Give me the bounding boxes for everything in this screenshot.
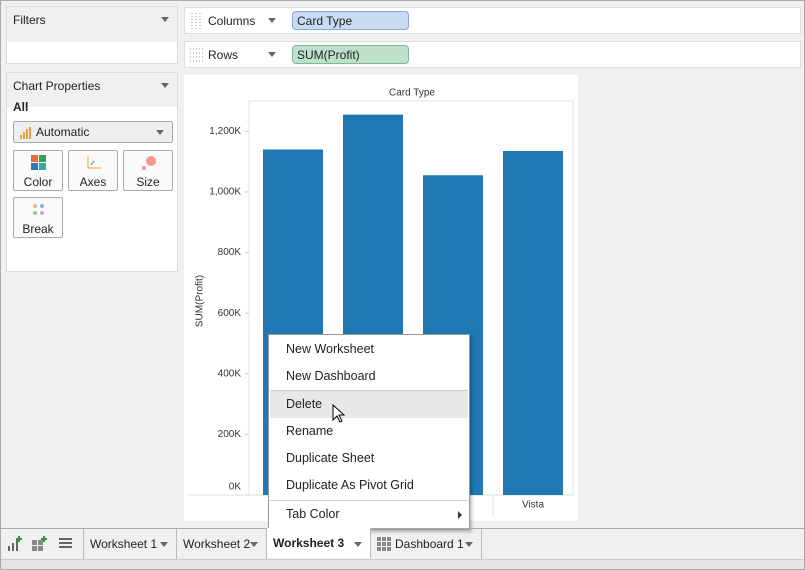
scope-label: All [13,100,29,114]
x-tick-label: Vista [522,500,544,511]
menu-item[interactable]: Tab Color [270,501,468,528]
color-icon [31,155,46,170]
color-button[interactable]: Color [13,150,63,191]
menu-separator [270,500,468,501]
menu-item[interactable]: New Dashboard [286,369,376,383]
tab-label: Worksheet 2 [183,537,251,551]
columns-label: Columns [208,14,256,28]
y-axis-title: SUM(Profit) [195,275,206,327]
break-button[interactable]: Break [13,197,63,238]
mark-icon [20,127,31,139]
y-tick-label: 400K [218,368,242,379]
y-tick-label: 1,000K [209,187,241,198]
y-tick-label: 1,200K [209,126,241,137]
filters-header: Filters [7,7,177,42]
tab[interactable]: Worksheet 2 [177,529,267,559]
axes-button[interactable]: Axes [68,150,118,191]
rows-icon [190,48,204,62]
button-label: Axes [79,175,107,189]
menu-item[interactable]: Duplicate Sheet [286,451,375,465]
menu-item[interactable]: New Worksheet [286,342,374,356]
button-label: Break [22,222,54,236]
tab-label: Dashboard 1 [395,537,464,551]
rows-label: Rows [208,48,239,62]
columns-shelf: Columns Card Type [184,7,801,34]
bar [503,151,563,495]
dashboard-icon [377,537,391,551]
mark-type-label: Automatic [36,125,90,139]
y-tick-label: 600K [218,308,242,319]
context-menu: New Worksheet New Dashboard Delete Renam… [268,334,470,530]
y-tick-label: 0K [229,482,242,493]
filters-title: Filters [13,13,46,27]
button-label: Color [23,175,53,189]
tab-label: Worksheet 1 [90,537,158,551]
size-icon [142,156,156,170]
tab-active[interactable]: Worksheet 3 [267,528,371,558]
status-bar [1,559,804,569]
columns-pill[interactable]: Card Type [292,11,409,30]
axes-icon [87,156,101,169]
y-tick-label: 800K [218,247,242,258]
menu-item-hovered[interactable]: Delete [270,391,468,418]
submenu-arrow [458,511,462,519]
size-button[interactable]: Size [123,150,173,191]
tab[interactable]: Worksheet 1 [83,529,177,559]
tab-label: Worksheet 3 [273,536,345,550]
tabs-border [1,528,804,529]
tab[interactable]: Dashboard 1 [371,529,482,559]
mark-type-dropdown[interactable]: Automatic [13,121,173,143]
y-tick-label: 200K [218,429,242,440]
menu-item[interactable]: Duplicate As Pivot Grid [286,478,414,492]
chart-properties-title: Chart Properties [13,79,101,93]
chart-title: Card Type [389,88,435,99]
columns-icon [191,13,201,29]
menu-item-label: Tab Color [286,507,340,521]
chart-properties-panel: Chart Properties All Automatic Color Axe… [6,72,178,272]
filters-panel: Filters [6,6,178,64]
mouse-cursor [332,404,346,423]
button-label: Size [136,175,160,189]
rows-shelf: Rows SUM(Profit) [184,41,801,68]
rows-pill[interactable]: SUM(Profit) [292,45,409,64]
chart: Card Type SUM(Profit) 0K 200K 400K 600K 800K 1,… [184,75,578,521]
menu-item[interactable]: Rename [286,424,334,438]
chart-properties-header: Chart Properties [7,73,177,107]
break-icon [33,204,44,215]
menu-separator [270,390,468,391]
tab-toolbar[interactable] [7,536,77,552]
